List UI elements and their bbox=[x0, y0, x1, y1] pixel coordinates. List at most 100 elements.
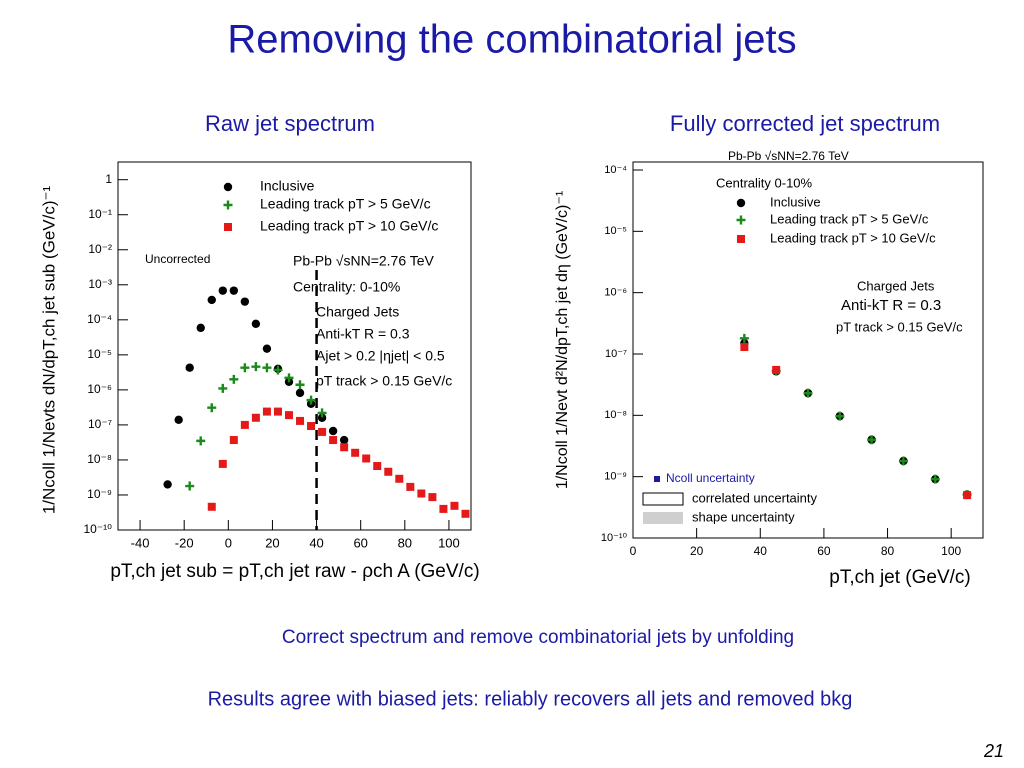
data-point bbox=[428, 493, 437, 502]
x-tick-label: 0 bbox=[630, 544, 637, 558]
y-tick-label: 10⁻⁷ bbox=[605, 348, 627, 360]
x-tick-label: 80 bbox=[881, 544, 895, 558]
data-point bbox=[329, 436, 338, 445]
annotation: Uncorrected bbox=[145, 252, 210, 266]
x-tick-label: 60 bbox=[817, 544, 831, 558]
y-axis-label: 1/Ncoll 1/Nevt d²N/dpT,ch jet dη (GeV/c)… bbox=[554, 191, 571, 489]
annotation: Ncoll uncertainty bbox=[666, 471, 755, 485]
data-point bbox=[406, 482, 415, 491]
y-tick-label: 10⁻⁵ bbox=[87, 347, 112, 361]
caption: Results agree with biased jets: reliably… bbox=[208, 688, 853, 710]
data-point bbox=[461, 509, 470, 518]
x-axis-label: pT,ch jet sub = pT,ch jet raw - ρch A (G… bbox=[110, 561, 479, 582]
data-point bbox=[185, 481, 195, 491]
annotation: shape uncertainty bbox=[692, 509, 795, 524]
legend-marker bbox=[736, 198, 746, 208]
x-tick-label: 0 bbox=[225, 535, 232, 550]
legend-label: Inclusive bbox=[260, 178, 315, 194]
legend-marker bbox=[223, 200, 233, 210]
data-point bbox=[207, 502, 216, 511]
x-tick-label: 40 bbox=[754, 544, 768, 558]
y-tick-label: 10⁻⁶ bbox=[87, 382, 112, 396]
y-tick-label: 10⁻⁴ bbox=[604, 164, 627, 176]
data-point bbox=[417, 489, 426, 498]
annotation: Anti-kT R = 0.3 bbox=[841, 297, 941, 314]
data-point bbox=[218, 286, 227, 295]
data-point bbox=[185, 363, 194, 372]
data-point bbox=[867, 435, 877, 445]
data-point bbox=[218, 459, 227, 468]
legend-swatch bbox=[642, 492, 684, 506]
y-tick-label: 10⁻¹⁰ bbox=[601, 532, 628, 544]
data-point bbox=[318, 427, 327, 436]
x-tick-label: 20 bbox=[265, 535, 279, 550]
data-point bbox=[229, 286, 239, 295]
y-tick-label: 10⁻⁵ bbox=[604, 225, 627, 237]
data-point bbox=[284, 373, 294, 383]
data-point bbox=[240, 420, 249, 429]
data-point bbox=[450, 501, 459, 510]
annotation: Centrality: 0-10% bbox=[293, 279, 400, 295]
data-point bbox=[373, 462, 382, 471]
x-tick-label: 80 bbox=[398, 535, 412, 550]
data-point bbox=[317, 408, 327, 418]
data-point bbox=[930, 474, 940, 484]
legend-marker bbox=[223, 182, 233, 192]
data-point bbox=[295, 388, 305, 398]
data-point bbox=[306, 395, 316, 405]
y-tick-label: 10⁻⁹ bbox=[604, 471, 627, 483]
y-axis-label: 1/Ncoll 1/Nevts dN/dpT,ch jet sub (GeV/c… bbox=[39, 186, 58, 515]
annotation: Centrality 0-10% bbox=[716, 175, 813, 190]
data-point bbox=[251, 362, 261, 372]
data-point bbox=[207, 403, 217, 413]
data-point bbox=[218, 383, 228, 393]
data-point bbox=[339, 435, 349, 445]
annotation: Pb-Pb √sNN=2.76 TeV bbox=[293, 253, 435, 269]
data-point bbox=[262, 363, 272, 373]
data-point bbox=[295, 380, 305, 390]
annotation: Charged Jets bbox=[857, 278, 935, 293]
y-tick-label: 10⁻¹⁰ bbox=[84, 522, 113, 536]
data-point bbox=[439, 504, 448, 513]
annotation: pT track > 0.15 GeV/c bbox=[316, 373, 452, 389]
y-tick-label: 10⁻⁷ bbox=[88, 417, 112, 431]
data-point bbox=[229, 436, 238, 445]
plot-frame bbox=[632, 161, 984, 539]
chart-title: Fully corrected jet spectrum bbox=[670, 111, 940, 136]
data-point bbox=[196, 323, 205, 333]
legend-swatch bbox=[643, 512, 683, 524]
x-tick-label: -40 bbox=[131, 535, 150, 550]
data-point bbox=[251, 319, 261, 328]
legend-marker bbox=[736, 215, 746, 225]
annotation: Pb-Pb √sNN=2.76 TeV bbox=[728, 149, 849, 163]
annotation: Charged Jets bbox=[316, 304, 399, 320]
annotation: pT track > 0.15 GeV/c bbox=[836, 319, 963, 334]
data-point bbox=[163, 480, 172, 489]
legend-label: Leading track pT > 10 GeV/c bbox=[770, 230, 936, 245]
legend-label: Inclusive bbox=[770, 194, 821, 209]
data-point bbox=[262, 344, 272, 353]
annotation: correlated uncertainty bbox=[692, 490, 818, 505]
x-tick-label: 100 bbox=[438, 535, 460, 550]
y-tick-label: 10⁻² bbox=[88, 242, 112, 256]
chart-title: Raw jet spectrum bbox=[205, 111, 375, 136]
y-tick-label: 10⁻¹ bbox=[88, 207, 112, 221]
data-point bbox=[174, 415, 183, 424]
data-point bbox=[273, 365, 283, 375]
y-tick-label: 10⁻⁸ bbox=[87, 452, 112, 466]
data-point bbox=[328, 426, 338, 436]
data-point bbox=[273, 407, 282, 416]
data-point bbox=[835, 411, 845, 421]
x-tick-label: 40 bbox=[309, 535, 323, 550]
y-tick-label: 10⁻⁴ bbox=[87, 312, 112, 326]
data-point bbox=[317, 413, 327, 422]
data-point bbox=[296, 416, 305, 425]
plot-frame bbox=[117, 161, 472, 531]
annotation: Anti-kT R = 0.3 bbox=[316, 326, 410, 342]
y-tick-label: 10⁻³ bbox=[88, 277, 112, 291]
x-tick-label: -20 bbox=[175, 535, 194, 550]
legend-marker bbox=[737, 235, 745, 243]
legend-label: Leading track pT > 10 GeV/c bbox=[260, 218, 438, 234]
